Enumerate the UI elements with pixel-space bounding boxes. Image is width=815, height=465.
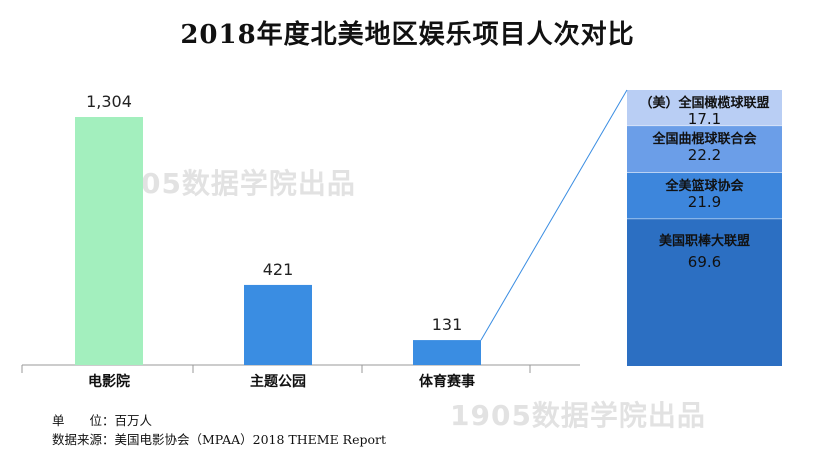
stack-segment-3 [627,172,782,220]
stack-segment-2 [627,126,782,173]
unit-note: 单 位：百万人 [52,413,153,428]
stack-segment-4 [627,219,782,366]
bar-1 [75,117,143,365]
bar-2 [244,284,312,365]
bar-value-label: 131 [432,315,463,334]
bar-3 [413,340,481,365]
stack-segment-name: 全国曲棍球联合会 [651,131,757,147]
source-note: 数据来源：美国电影协会（MPAA）2018 THEME Report [52,432,386,447]
stack-segment-name: 全美篮球协会 [664,178,744,194]
stack-segment-value: 69.6 [688,253,721,271]
chart-title: 2018年度北美地区娱乐项目人次对比 [180,20,635,50]
stack-segment-value: 21.9 [688,193,721,211]
stack-segment-name: 美国职棒大联盟 [659,233,750,249]
stack-segment-1 [627,90,782,127]
bar-value-label: 421 [263,260,294,279]
bar-value-label: 1,304 [86,92,132,111]
category-label: 电影院 [88,373,130,390]
stack-segment-value: 17.1 [688,110,721,128]
connector-line [480,89,628,341]
watermark-bottom: 1905数据学院出品 [450,399,706,432]
stack-segment-name: （美）全国橄榄球联盟 [639,95,769,111]
stack-segment-value: 22.2 [688,146,721,164]
category-label: 体育赛事 [419,373,475,390]
category-label: 主题公园 [250,373,306,390]
